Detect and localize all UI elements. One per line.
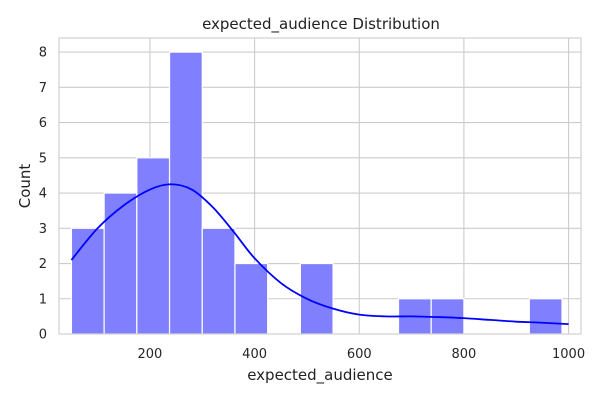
x-tick-label: 800 bbox=[451, 347, 476, 362]
chart-title: expected_audience Distribution bbox=[202, 15, 440, 34]
plot-frame bbox=[58, 37, 582, 335]
y-tick-label: 2 bbox=[39, 257, 47, 272]
y-tick-label: 0 bbox=[39, 328, 47, 343]
histogram-bar bbox=[201, 227, 236, 335]
x-tick-label: 200 bbox=[138, 347, 163, 362]
y-tick-label: 6 bbox=[39, 116, 47, 131]
y-tick-label: 7 bbox=[39, 81, 47, 96]
histogram-bar bbox=[70, 227, 105, 335]
y-tick-label: 4 bbox=[39, 187, 47, 202]
kde-layer bbox=[70, 183, 569, 326]
histogram-bar bbox=[528, 298, 563, 335]
x-axis-label: expected_audience bbox=[247, 366, 393, 385]
histogram-bar bbox=[234, 262, 269, 335]
y-tick-label: 5 bbox=[39, 151, 47, 166]
y-tick-label: 8 bbox=[39, 46, 47, 61]
x-tick-label: 1000 bbox=[552, 347, 585, 362]
y-axis-label: Count bbox=[16, 164, 34, 209]
histogram-bar bbox=[103, 192, 138, 335]
y-tick-label: 1 bbox=[39, 292, 47, 307]
x-tick-label: 400 bbox=[242, 347, 267, 362]
x-tick-label: 600 bbox=[347, 347, 372, 362]
kde-curve bbox=[70, 183, 569, 326]
y-tick-label: 3 bbox=[39, 222, 47, 237]
tick-layer: 0 1 2 3 4 5 6 7 8 200 400 600 800 1000 bbox=[39, 46, 585, 362]
